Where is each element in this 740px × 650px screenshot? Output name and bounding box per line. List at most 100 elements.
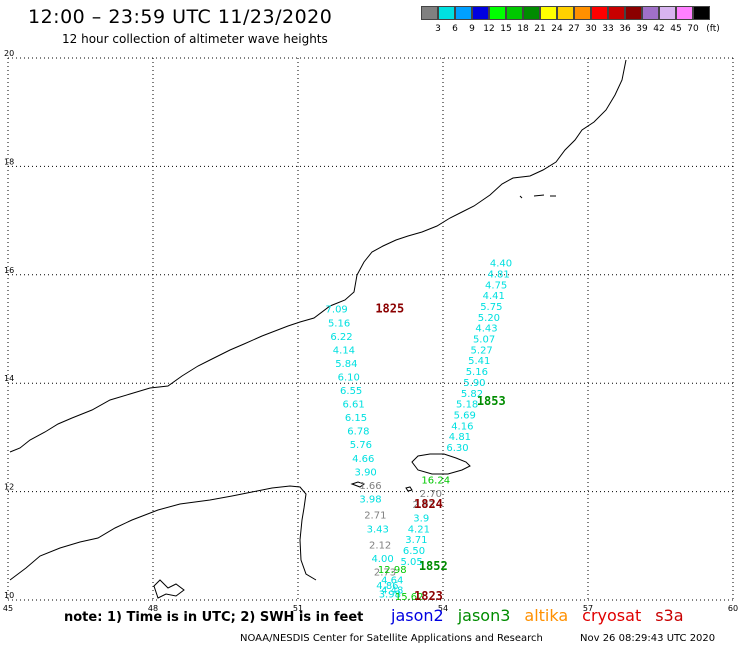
longitude-tick-label: 60 [728,604,738,613]
wave-height-value: 5.05 [400,557,422,568]
coastline-somalia [9,485,317,581]
wave-height-value: 4.40 [490,259,512,270]
color-scale-label: 45 [670,24,682,34]
color-scale-swatch [540,6,557,20]
generation-timestamp: Nov 26 08:29:43 UTC 2020 [580,633,716,644]
wave-height-value: 6.10 [338,372,360,383]
wave-height-value: 4.75 [485,280,507,291]
legend-cryosat: cryosat [582,606,642,625]
wave-height-value: 3.43 [367,524,389,535]
credit-line: NOAA/NESDIS Center for Satellite Applica… [240,633,543,644]
color-scale-swatch [625,6,642,20]
wave-height-value: 3.9 [413,513,429,524]
wave-height-value: 5.07 [473,335,495,346]
latitude-tick-label: 20 [4,49,14,58]
color-scale-label: 9 [469,24,475,34]
color-scale-swatch [455,6,472,20]
wave-height-value: 1.66 [359,481,381,492]
wave-height-value: 6.30 [446,443,468,454]
latitude-tick-label: 10 [4,591,14,600]
color-scale-label: 12 [483,24,495,34]
wave-height-value: 2.93 [413,500,435,511]
color-scale-label: 21 [534,24,546,34]
wave-height-value: 4.41 [483,291,505,302]
longitude-tick-label: 51 [293,604,303,613]
wave-height-value: 4.81 [487,270,509,281]
wave-height-value: 4.64 [381,576,403,587]
wave-height-value: 5.84 [335,359,357,370]
wave-height-value: 5.90 [463,378,485,389]
map-title: 12:00 – 23:59 UTC 11/23/2020 [28,6,333,28]
wave-height-value: 2.73 [374,568,396,579]
wave-height-value: 4.00 [371,554,393,565]
wave-height-value: 4.86 [376,581,398,592]
color-scale-swatch [642,6,659,20]
wave-height-value: 2.71 [364,511,386,522]
legend-s3a: s3a [655,606,684,625]
color-scale-label: 33 [602,24,614,34]
color-scale-label: 30 [585,24,597,34]
color-scale-swatch [659,6,676,20]
wave-height-value: 2.12 [369,541,391,552]
pass-time-label: 1852 [419,559,448,573]
wave-height-value: 5.18 [456,400,478,411]
wave-height-value: 4.43 [475,324,497,335]
wave-height-value: 5.75 [480,302,502,313]
coastline [9,59,627,599]
pass-time-label: 1823 [414,589,443,603]
longitude-tick-label: 45 [3,604,13,613]
wave-height-value: 6.55 [340,386,362,397]
color-scale-swatch [506,6,523,20]
axis-tick-labels: 45 48 51 54 57 60 10 12 14 16 18 20 [3,49,738,613]
color-scale-label: 42 [653,24,665,34]
wave-height-value: 6.78 [347,427,369,438]
latitude-tick-label: 12 [4,483,14,492]
longitude-tick-label: 48 [148,604,158,613]
coastline-ras [153,579,185,599]
color-scale-swatch [693,6,710,20]
pass-time-label: 1853 [477,394,506,408]
longitude-tick-label: 57 [583,604,593,613]
pass-time-label: 1824 [414,497,443,511]
pass-time-label: 1825 [375,302,404,316]
wave-height-value: 3.71 [405,535,427,546]
color-scale-label: 6 [452,24,458,34]
wave-height-value: 15.62 [395,592,424,603]
wave-height-value: 4.16 [451,421,473,432]
wave-height-value: 5.69 [454,410,476,421]
legend-jason2: jason2 [391,606,444,625]
latitude-tick-label: 14 [4,374,14,383]
wave-height-value: 5.76 [350,440,372,451]
legend-altika: altika [524,606,569,625]
wave-height-value: 4.21 [408,524,430,535]
altimeter-tracks: 7.09 5.16 6.22 4.14 5.84 6.10 6.55 6.61 6.15 6.78… [326,259,513,603]
color-scale-label: 39 [636,24,648,34]
color-scale-swatch [608,6,625,20]
wave-height-value: 5.20 [478,313,500,324]
color-scale-swatch [574,6,591,20]
color-scale-unit: (ft) [706,24,720,34]
footer-note: note: 1) Time is in UTC; 2) SWH is in fe… [64,610,364,625]
wave-height-value: 5.41 [468,356,490,367]
wave-height-value: 2.70 [420,489,442,500]
coastline-socotra [411,453,471,475]
wave-height-value: 4.66 [352,454,374,465]
color-scale-swatch [472,6,489,20]
color-scale-swatch [591,6,608,20]
wave-height-value: 4.81 [449,432,471,443]
color-scale-label: 24 [551,24,563,34]
wave-height-value: 6.15 [345,413,367,424]
wave-height-value: 4.48 [381,585,403,596]
satellite-legend: jason2 jason3 altika cryosat s3a [391,606,698,625]
coastline-arabia [9,59,627,453]
wave-height-value: 3.90 [355,467,377,478]
color-scale-swatch [421,6,438,20]
color-scale-label: 3 [435,24,441,34]
color-scale-label: 70 [687,24,699,34]
wave-height-value: 6.50 [403,546,425,557]
legend-jason3: jason3 [457,606,511,625]
wave-height-value: 7.09 [326,305,348,316]
wave-height-value: 4.14 [333,345,355,356]
wave-height-value: 5.16 [466,367,488,378]
